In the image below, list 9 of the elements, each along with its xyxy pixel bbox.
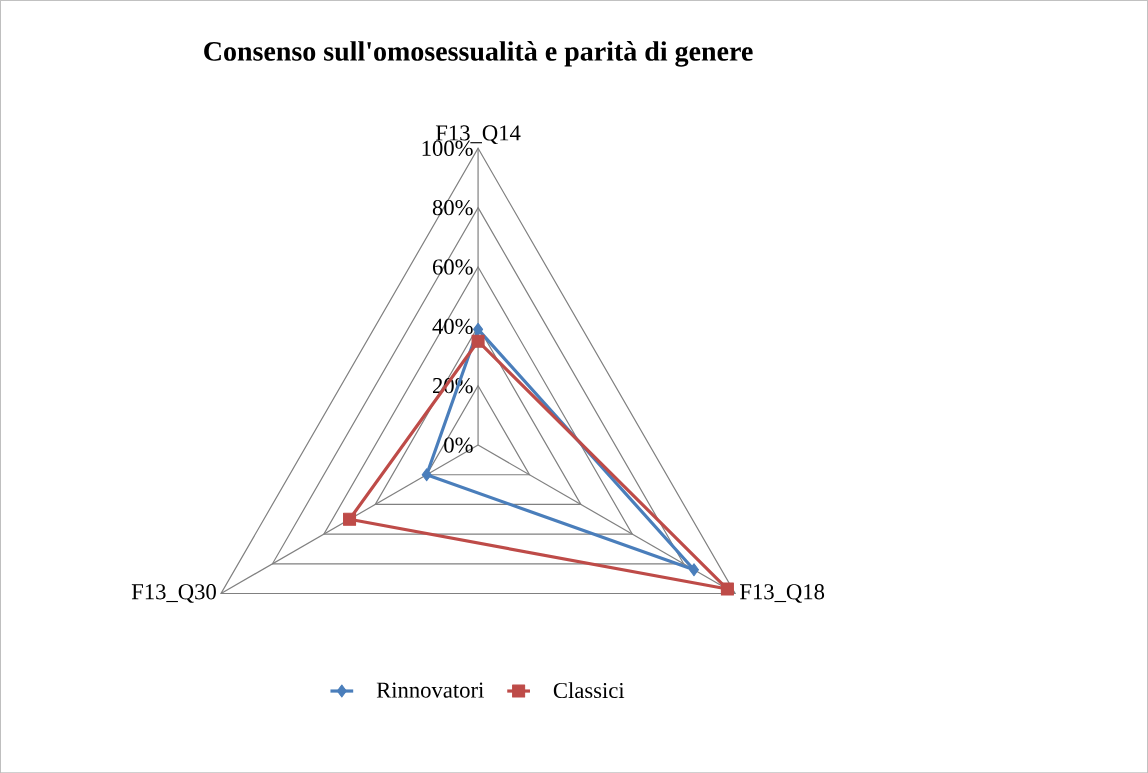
legend-label: Rinnovatori bbox=[376, 682, 484, 698]
legend-label: Classici bbox=[553, 682, 625, 698]
spoke-label: F13_Q18 bbox=[740, 583, 825, 603]
chart-title: Consenso sull'omosessualità e parità di genere bbox=[204, 40, 753, 67]
y-tick-label: 80% bbox=[432, 199, 473, 216]
y-tick-label: 40% bbox=[432, 318, 473, 334]
spoke-label: F13_Q30 bbox=[131, 583, 216, 603]
y-tick-label: 0% bbox=[444, 437, 473, 453]
y-tick-label: 60% bbox=[432, 259, 473, 275]
